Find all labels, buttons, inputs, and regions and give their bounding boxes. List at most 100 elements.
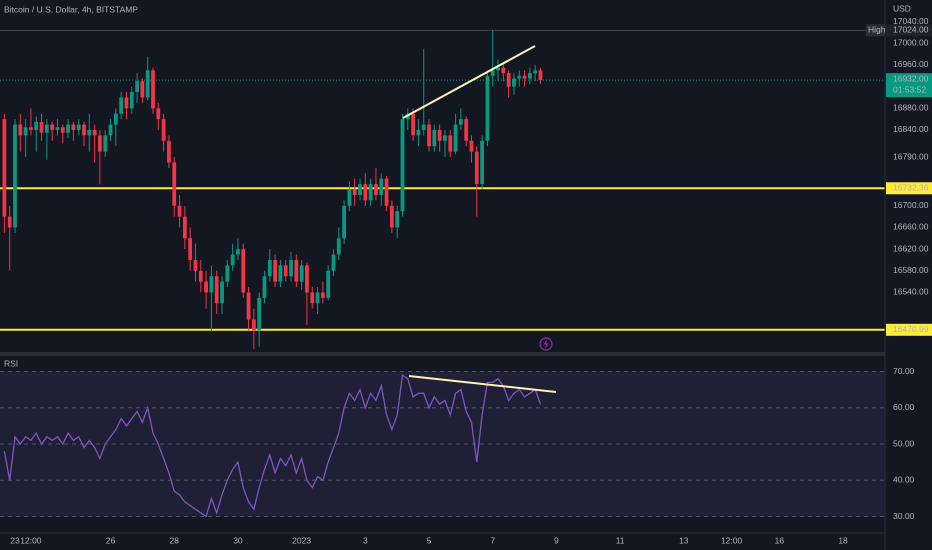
candle-body	[119, 97, 124, 114]
candle-body	[490, 70, 495, 76]
candle-body	[7, 216, 12, 228]
candle-body	[13, 124, 17, 228]
marks	[0, 29, 885, 518]
y-tick-label: 16840.00	[893, 124, 929, 134]
y-tick-label: 16620.00	[893, 243, 929, 253]
candle-body	[437, 129, 442, 141]
x-tick-label: 26	[106, 535, 116, 545]
candle-body	[305, 265, 309, 293]
rsi-trend-line	[408, 375, 557, 393]
level-label: 16732.36	[893, 183, 929, 193]
candle-body	[87, 129, 92, 136]
rsi-band	[0, 371, 885, 517]
candle-body	[151, 70, 155, 109]
candle-body	[395, 211, 400, 228]
x-tick-label: 12:00	[721, 535, 743, 545]
candle-body	[18, 124, 23, 136]
candle-body	[198, 270, 203, 282]
candle-body	[161, 119, 166, 141]
currency: USD	[893, 3, 911, 13]
candle-body	[124, 97, 129, 109]
candle-body	[167, 140, 171, 163]
candle-body	[71, 124, 76, 130]
candle-body	[172, 162, 177, 206]
candle-body	[289, 259, 293, 277]
candle-body	[113, 113, 118, 125]
candle-body	[2, 119, 7, 217]
candle-body	[527, 73, 532, 79]
candle-body	[145, 70, 150, 98]
candle-body	[299, 265, 304, 282]
y-tick-label: 16790.00	[893, 151, 929, 161]
candle-body	[522, 75, 527, 79]
candle-body	[220, 281, 224, 304]
candle-body	[267, 259, 272, 277]
rsi-band-fill	[0, 371, 885, 517]
candle-body	[342, 205, 347, 239]
high-box	[886, 24, 932, 37]
candle-body	[246, 292, 251, 320]
candle-body	[411, 113, 416, 136]
candle-body	[34, 121, 39, 130]
candle-body	[512, 78, 516, 87]
x-tick-label: 7	[490, 535, 495, 545]
candle-body	[448, 135, 453, 152]
candle-body	[44, 124, 49, 133]
candle-body	[347, 189, 352, 206]
candle-body	[236, 249, 240, 255]
candle-body	[379, 178, 384, 195]
high-tag	[866, 24, 885, 37]
x-tick-label: 23	[10, 535, 20, 545]
high-label: 17024.00	[893, 25, 929, 35]
candle-body	[135, 81, 139, 93]
rsi-title: RSI	[4, 358, 18, 368]
candle-body	[506, 73, 511, 87]
trend-line	[402, 45, 536, 119]
candle-body	[182, 216, 187, 239]
candle-body	[103, 135, 108, 152]
candle-body	[262, 276, 267, 298]
candle-body	[230, 254, 235, 266]
x-tick-label: 11	[616, 535, 625, 545]
candle-body	[374, 184, 378, 195]
y-tick-label: 16580.00	[893, 265, 929, 275]
x-tick-label: 13	[679, 535, 689, 545]
candle-body	[469, 140, 474, 152]
candle-body	[331, 254, 336, 271]
candle-body	[209, 276, 214, 293]
candle-body	[214, 276, 219, 304]
candle-body	[29, 127, 33, 130]
level-box	[886, 182, 932, 195]
candle-body	[363, 184, 368, 201]
candle-body	[39, 121, 44, 133]
x-tick-label: 16	[775, 535, 785, 545]
candle-body	[129, 92, 134, 109]
candle-body	[177, 205, 182, 217]
candle-body	[188, 238, 193, 260]
candle-body	[352, 189, 357, 195]
candle-body	[320, 292, 325, 298]
candle-body	[251, 319, 256, 331]
event-icon[interactable]	[539, 337, 553, 351]
axis-labels: 23 12:00 26 28 30 2023 3 5 7 9 11 13 12:00 16 1817040.…	[10, 16, 932, 545]
x-tick-label: 2023	[292, 535, 311, 545]
y-tick-label: 16880.00	[893, 103, 929, 113]
candle-body	[193, 259, 198, 271]
y-tick-label: 16700.00	[893, 200, 929, 210]
candle-body	[108, 124, 113, 136]
y-tick-label: 16960.00	[893, 59, 929, 69]
candle-body	[533, 70, 538, 74]
x-tick-label: 3	[363, 535, 368, 545]
candle-body	[315, 292, 320, 304]
y-tick-label: 17040.00	[893, 16, 929, 26]
candle-body	[432, 129, 437, 147]
candle-body	[464, 119, 469, 141]
candle-body	[389, 205, 394, 228]
candle-body	[55, 127, 60, 130]
candle-body	[358, 184, 362, 195]
candle-body	[501, 67, 506, 74]
candle-body	[76, 124, 81, 130]
